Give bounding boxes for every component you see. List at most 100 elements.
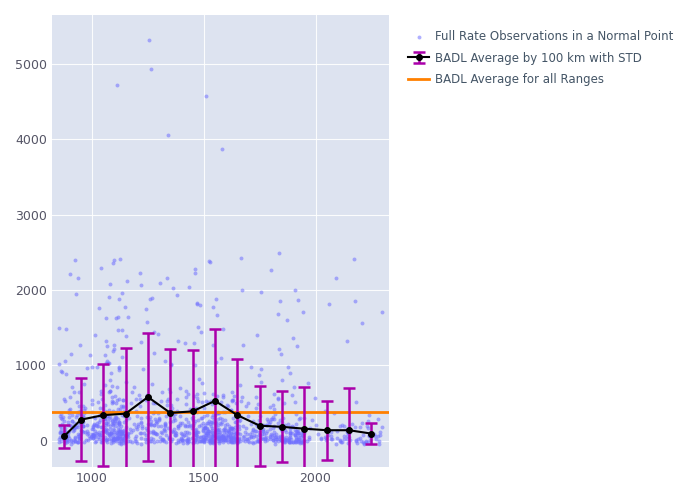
Full Rate Observations in a Normal Point — [201, 429, 212, 437]
Full Rate Observations in a Normal Point — [146, 66, 157, 74]
Full Rate Observations in a Normal Point — [198, 412, 209, 420]
Full Rate Observations in a Normal Point — [210, 358, 221, 366]
Full Rate Observations in a Normal Point — [275, 432, 286, 440]
Full Rate Observations in a Normal Point — [108, 258, 119, 266]
Full Rate Observations in a Normal Point — [150, 419, 162, 427]
Full Rate Observations in a Normal Point — [144, 428, 155, 436]
Full Rate Observations in a Normal Point — [213, 432, 224, 440]
Full Rate Observations in a Normal Point — [122, 312, 134, 320]
Full Rate Observations in a Normal Point — [214, 428, 225, 436]
Full Rate Observations in a Normal Point — [336, 438, 347, 446]
Full Rate Observations in a Normal Point — [302, 378, 314, 386]
Full Rate Observations in a Normal Point — [197, 434, 209, 442]
Full Rate Observations in a Normal Point — [177, 436, 188, 444]
Full Rate Observations in a Normal Point — [218, 438, 229, 446]
Full Rate Observations in a Normal Point — [178, 432, 189, 440]
Full Rate Observations in a Normal Point — [107, 399, 118, 407]
Full Rate Observations in a Normal Point — [177, 438, 188, 446]
Full Rate Observations in a Normal Point — [201, 431, 212, 439]
Full Rate Observations in a Normal Point — [136, 424, 148, 432]
Full Rate Observations in a Normal Point — [280, 426, 291, 434]
Full Rate Observations in a Normal Point — [78, 422, 89, 430]
Full Rate Observations in a Normal Point — [225, 434, 236, 442]
Full Rate Observations in a Normal Point — [290, 438, 301, 446]
Full Rate Observations in a Normal Point — [292, 430, 303, 438]
Full Rate Observations in a Normal Point — [263, 420, 274, 428]
Full Rate Observations in a Normal Point — [121, 278, 132, 285]
Full Rate Observations in a Normal Point — [201, 424, 212, 432]
Full Rate Observations in a Normal Point — [234, 437, 245, 445]
Full Rate Observations in a Normal Point — [162, 131, 174, 139]
Full Rate Observations in a Normal Point — [295, 434, 307, 442]
Full Rate Observations in a Normal Point — [123, 414, 134, 422]
Full Rate Observations in a Normal Point — [229, 436, 240, 444]
Full Rate Observations in a Normal Point — [54, 324, 65, 332]
Full Rate Observations in a Normal Point — [125, 425, 136, 433]
Full Rate Observations in a Normal Point — [121, 422, 132, 430]
Full Rate Observations in a Normal Point — [295, 436, 306, 444]
Full Rate Observations in a Normal Point — [276, 350, 287, 358]
Full Rate Observations in a Normal Point — [143, 420, 154, 428]
Full Rate Observations in a Normal Point — [111, 434, 122, 442]
Full Rate Observations in a Normal Point — [211, 424, 223, 432]
Full Rate Observations in a Normal Point — [121, 332, 132, 340]
Full Rate Observations in a Normal Point — [99, 381, 111, 389]
Full Rate Observations in a Normal Point — [108, 414, 120, 422]
Full Rate Observations in a Normal Point — [65, 436, 76, 444]
Full Rate Observations in a Normal Point — [249, 438, 260, 446]
Full Rate Observations in a Normal Point — [168, 417, 179, 425]
Full Rate Observations in a Normal Point — [181, 400, 192, 408]
Full Rate Observations in a Normal Point — [326, 428, 337, 436]
Full Rate Observations in a Normal Point — [191, 431, 202, 439]
Full Rate Observations in a Normal Point — [360, 438, 372, 446]
Full Rate Observations in a Normal Point — [118, 410, 130, 418]
Full Rate Observations in a Normal Point — [284, 434, 295, 442]
Full Rate Observations in a Normal Point — [113, 428, 125, 436]
Full Rate Observations in a Normal Point — [90, 414, 101, 422]
Full Rate Observations in a Normal Point — [97, 435, 108, 443]
Full Rate Observations in a Normal Point — [354, 424, 365, 432]
Full Rate Observations in a Normal Point — [342, 438, 354, 446]
Full Rate Observations in a Normal Point — [206, 436, 218, 444]
Full Rate Observations in a Normal Point — [195, 414, 206, 422]
Full Rate Observations in a Normal Point — [74, 408, 85, 416]
Full Rate Observations in a Normal Point — [98, 412, 109, 420]
Full Rate Observations in a Normal Point — [246, 438, 258, 446]
Full Rate Observations in a Normal Point — [262, 417, 273, 425]
Full Rate Observations in a Normal Point — [192, 323, 203, 331]
Full Rate Observations in a Normal Point — [135, 430, 146, 438]
Full Rate Observations in a Normal Point — [239, 432, 250, 440]
Full Rate Observations in a Normal Point — [211, 410, 223, 418]
Full Rate Observations in a Normal Point — [57, 368, 68, 376]
Full Rate Observations in a Normal Point — [121, 378, 132, 386]
Full Rate Observations in a Normal Point — [377, 308, 388, 316]
Full Rate Observations in a Normal Point — [321, 436, 332, 444]
Full Rate Observations in a Normal Point — [111, 435, 122, 443]
Full Rate Observations in a Normal Point — [189, 428, 200, 436]
Legend: Full Rate Observations in a Normal Point, BADL Average by 100 km with STD, BADL : Full Rate Observations in a Normal Point… — [398, 21, 683, 96]
Full Rate Observations in a Normal Point — [344, 436, 356, 444]
Full Rate Observations in a Normal Point — [214, 433, 225, 441]
Full Rate Observations in a Normal Point — [352, 435, 363, 443]
Full Rate Observations in a Normal Point — [155, 422, 167, 430]
Full Rate Observations in a Normal Point — [341, 432, 352, 440]
Full Rate Observations in a Normal Point — [154, 414, 165, 422]
Full Rate Observations in a Normal Point — [79, 406, 90, 414]
Full Rate Observations in a Normal Point — [55, 414, 66, 422]
Full Rate Observations in a Normal Point — [86, 432, 97, 440]
Full Rate Observations in a Normal Point — [164, 388, 176, 396]
Full Rate Observations in a Normal Point — [363, 424, 374, 432]
Full Rate Observations in a Normal Point — [99, 424, 110, 432]
Full Rate Observations in a Normal Point — [183, 428, 195, 436]
Full Rate Observations in a Normal Point — [74, 434, 85, 442]
Full Rate Observations in a Normal Point — [250, 404, 261, 412]
Full Rate Observations in a Normal Point — [176, 418, 188, 426]
Full Rate Observations in a Normal Point — [111, 429, 122, 437]
Full Rate Observations in a Normal Point — [203, 431, 214, 439]
Full Rate Observations in a Normal Point — [175, 384, 186, 392]
Full Rate Observations in a Normal Point — [282, 420, 293, 428]
Full Rate Observations in a Normal Point — [225, 428, 236, 436]
Full Rate Observations in a Normal Point — [213, 434, 224, 442]
Full Rate Observations in a Normal Point — [62, 430, 74, 438]
Full Rate Observations in a Normal Point — [285, 438, 296, 446]
